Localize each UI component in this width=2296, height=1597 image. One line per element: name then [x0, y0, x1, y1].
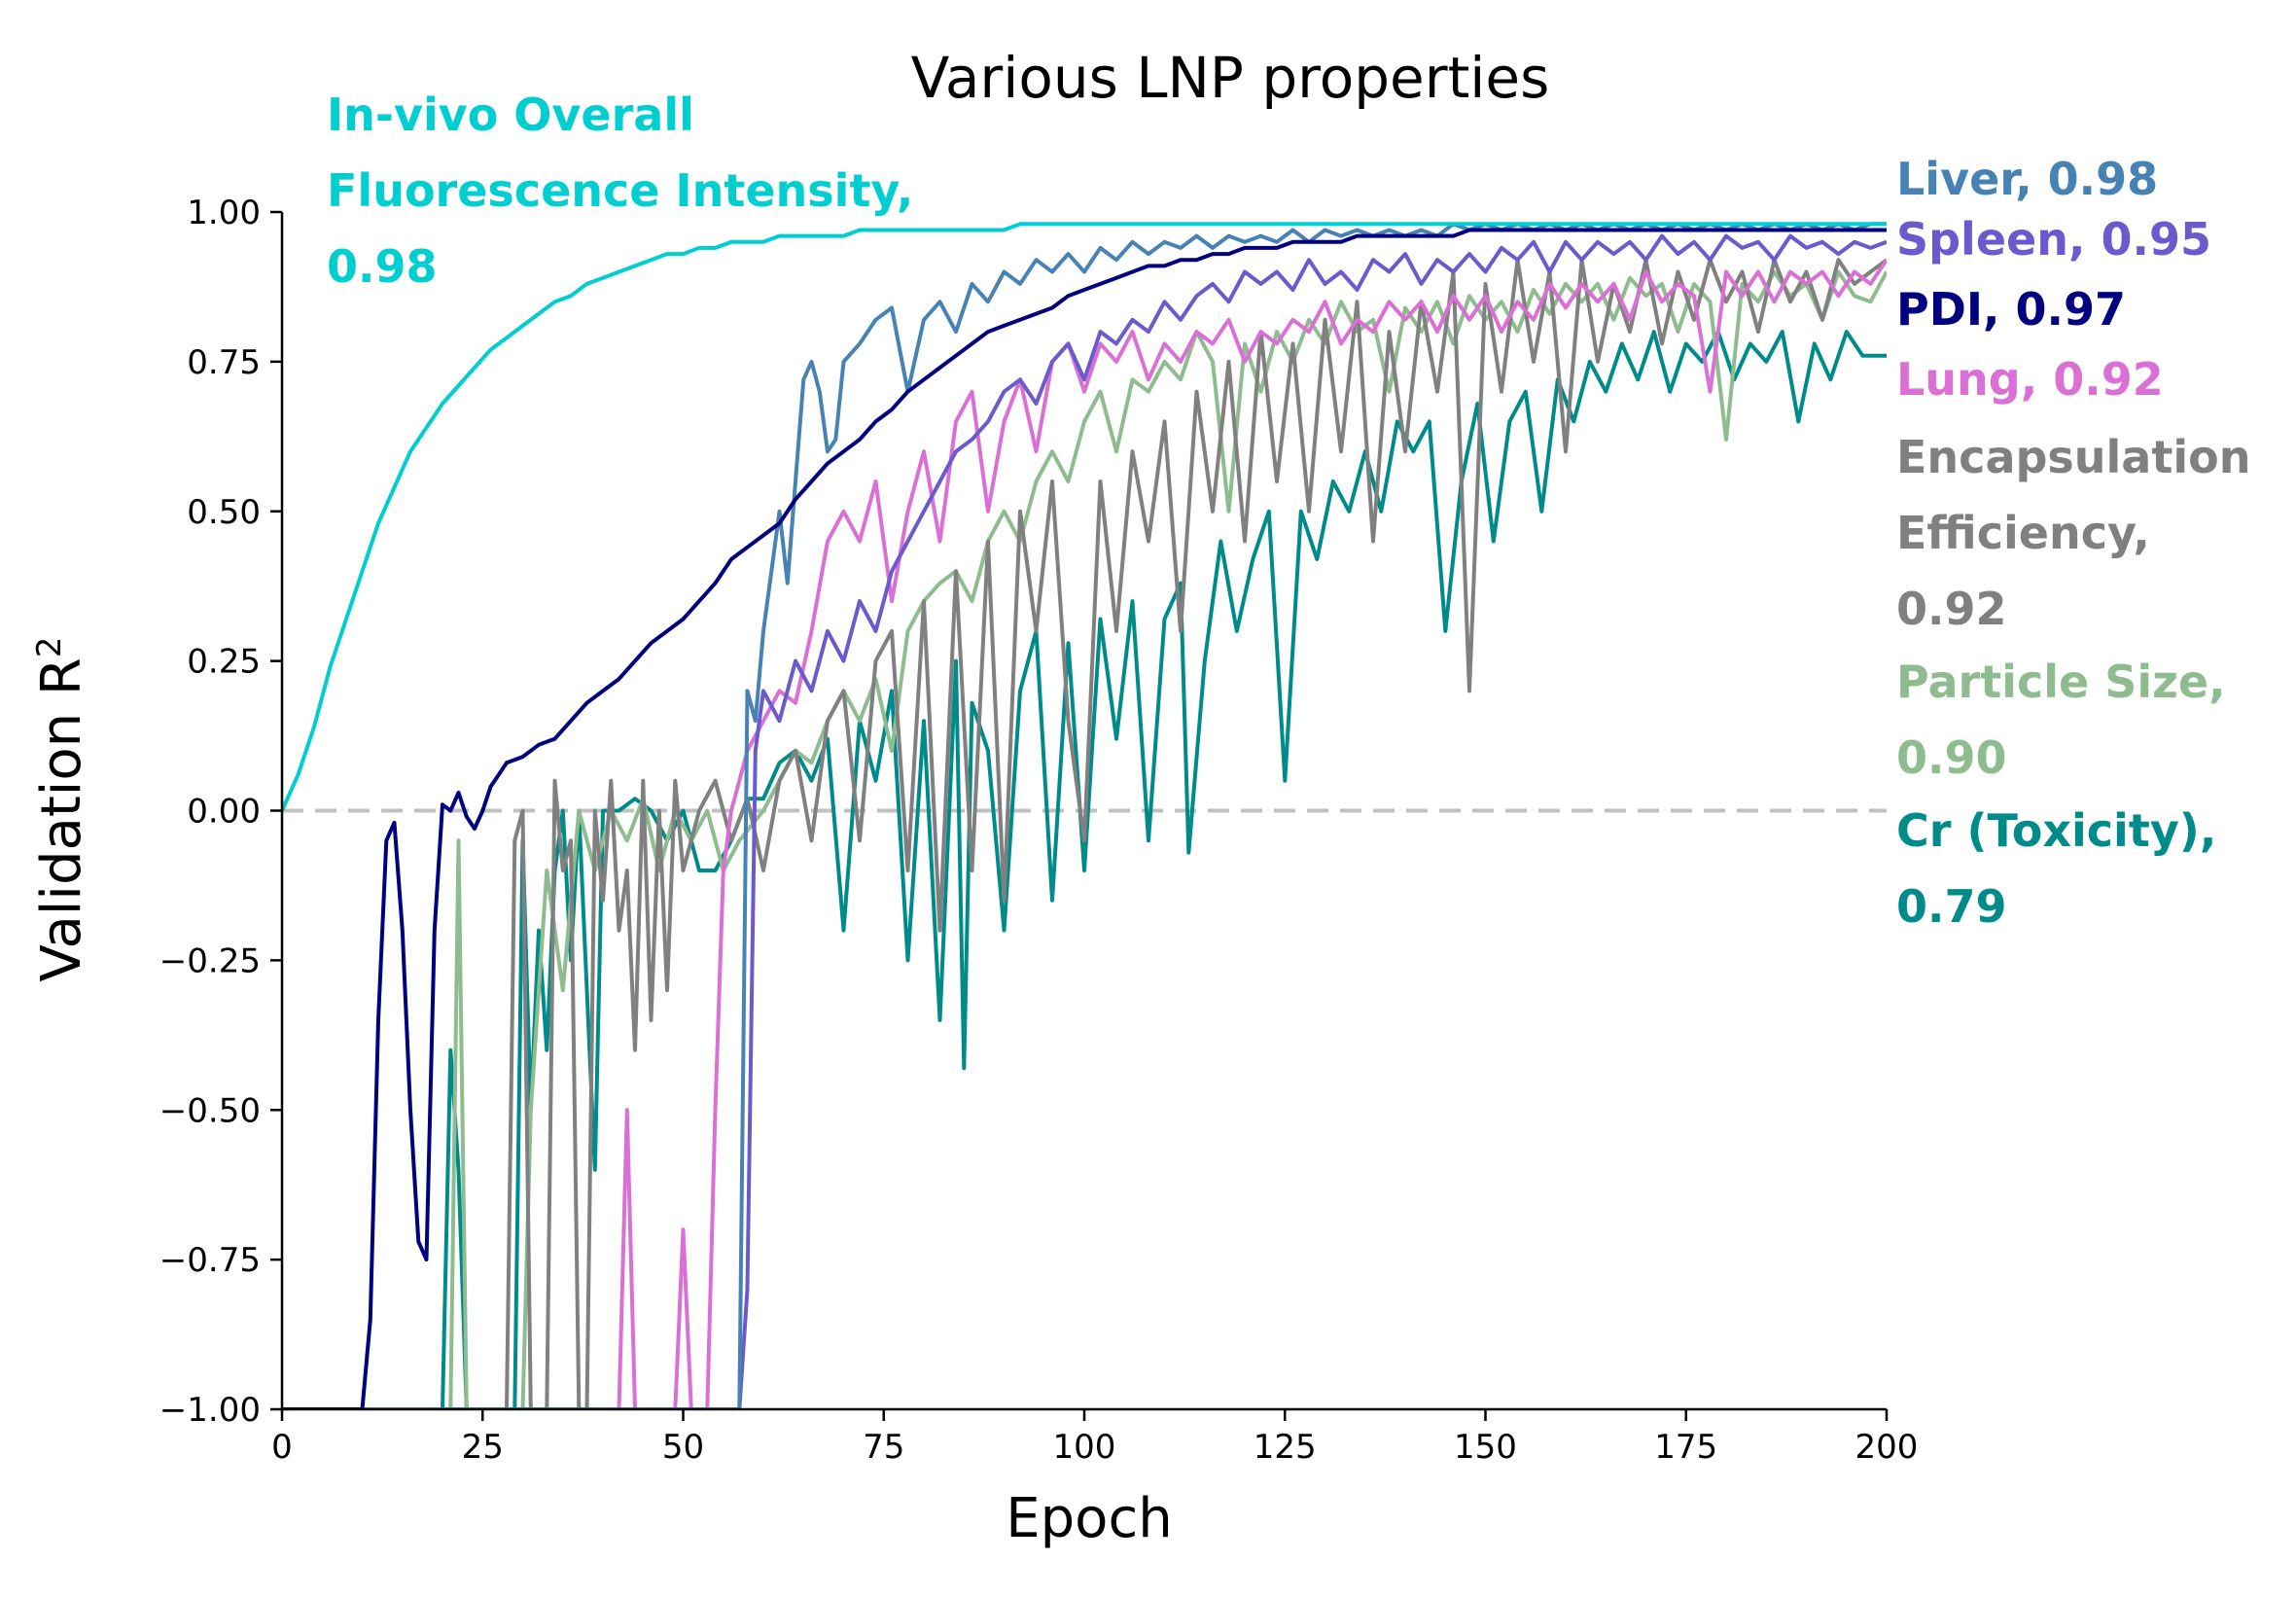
- y-tick-label: −0.50: [159, 1091, 261, 1130]
- y-axis-label: Validation R2: [30, 637, 93, 982]
- series-label-line: PDI, 0.97: [1896, 283, 2126, 336]
- series-label-line: Lung, 0.92: [1896, 353, 2164, 406]
- y-axis-label-text: Validation R: [30, 657, 93, 981]
- x-tick-label: 125: [1254, 1428, 1317, 1467]
- x-tick-label: 150: [1454, 1428, 1517, 1467]
- y-tick-label: 0.50: [187, 493, 261, 532]
- series-labels: Cr (Toxicity), 0.79 Particle Size, 0.90 Enca…: [327, 89, 2250, 933]
- series-line-spleen: [282, 233, 1887, 1409]
- y-tick-label: 0.25: [187, 643, 261, 682]
- y-axis-label-superscript: 2: [30, 637, 69, 658]
- y-tick-label: 1.00: [187, 194, 261, 232]
- series-label-line: 0.98: [327, 240, 438, 293]
- y-tick-label: 0.00: [187, 793, 261, 832]
- series-label-cr-toxicity: Cr (Toxicity), 0.79: [1896, 804, 2216, 933]
- series-label-line: 0.92: [1896, 583, 2007, 635]
- series-label-line: Liver, 0.98: [1896, 153, 2158, 205]
- series-label-spleen: Spleen, 0.95: [1896, 213, 2211, 266]
- series-label-line: Encapsulation: [1896, 431, 2250, 483]
- y-axis-ticks: 1.00 0.75 0.50 0.25 0.00 −0.25 −0.50 −0.75 −1.00: [159, 194, 282, 1430]
- chart-title: Various LNP properties: [911, 45, 1550, 111]
- y-tick-label: −0.25: [159, 941, 261, 980]
- series-label-in-vivo-overall-fluorescence-intensity: In-vivo Overall Fluorescence Intensity, 0.…: [327, 89, 913, 293]
- series-layer: [282, 222, 1887, 1409]
- series-label-line: In-vivo Overall: [327, 89, 694, 141]
- series-line-particle-size: [282, 269, 1887, 1409]
- x-tick-label: 175: [1654, 1428, 1717, 1467]
- x-tick-label: 100: [1053, 1428, 1116, 1467]
- series-label-liver: Liver, 0.98: [1896, 153, 2158, 205]
- series-line-lung: [282, 259, 1887, 1409]
- x-tick-label: 50: [662, 1428, 704, 1467]
- series-label-line: Spleen, 0.95: [1896, 213, 2211, 266]
- x-tick-label: 0: [271, 1428, 293, 1467]
- series-label-line: 0.90: [1896, 731, 2007, 784]
- series-line-in-vivo-overall-fluorescence-intensity: [282, 222, 1887, 812]
- series-label-lung: Lung, 0.92: [1896, 353, 2164, 406]
- y-tick-label: 0.75: [187, 343, 261, 382]
- x-axis-label: Epoch: [1006, 1487, 1172, 1550]
- series-label-line: Fluorescence Intensity,: [327, 164, 913, 217]
- series-label-encapsulation-efficiency: Encapsulation Efficiency, 0.92: [1896, 431, 2250, 635]
- x-tick-label: 75: [863, 1428, 904, 1467]
- series-label-line: 0.79: [1896, 880, 2007, 933]
- series-line-cr-toxicity: [282, 330, 1887, 1409]
- series-label-particle-size: Particle Size, 0.90: [1896, 656, 2226, 784]
- series-label-line: Cr (Toxicity),: [1896, 804, 2216, 857]
- x-tick-label: 200: [1855, 1428, 1919, 1467]
- series-label-line: Particle Size,: [1896, 656, 2226, 708]
- series-label-pdi: PDI, 0.97: [1896, 283, 2126, 336]
- x-tick-label: 25: [462, 1428, 504, 1467]
- y-tick-label: −1.00: [159, 1391, 261, 1430]
- series-label-line: Efficiency,: [1896, 507, 2150, 559]
- series-line-encapsulation-efficiency: [282, 258, 1887, 1409]
- y-tick-label: −0.75: [159, 1241, 261, 1280]
- series-line-pdi: [282, 228, 1887, 1409]
- x-axis-ticks: 0 25 50 75 100 125 150 175 200: [271, 1409, 1918, 1467]
